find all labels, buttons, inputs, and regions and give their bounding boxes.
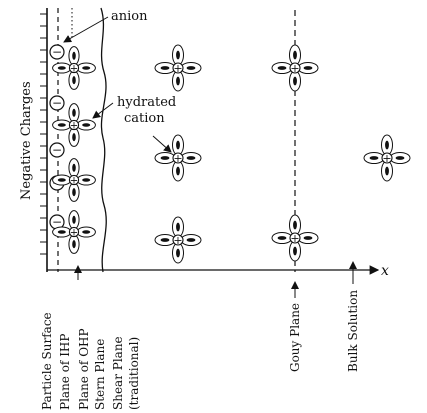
anion-pointer [63, 16, 109, 43]
hydrated-cation-label-line2: cation [124, 111, 165, 126]
cation-sign: + [382, 152, 391, 165]
cation-sign: + [70, 64, 78, 75]
anion-label: anion [111, 9, 148, 24]
stern-plane-label: Stern Plane [93, 339, 107, 410]
particle-surface-label: Particle Surface [40, 312, 54, 410]
bulk-solution-label: Bulk Solution [346, 290, 360, 372]
hydrated-cation: + [52, 103, 96, 147]
hydrated-cation-pointer-right [152, 135, 172, 153]
cation-sign: + [70, 176, 78, 187]
negative-charges-label: Negative Charges [19, 81, 34, 200]
hydrated-cation: + [271, 44, 319, 92]
cation-sign: + [173, 152, 182, 165]
shear-plane-curve [100, 7, 107, 273]
x-axis-label: x [381, 263, 389, 279]
plane-of-ohp-label: Plane of OHP [77, 328, 91, 410]
cation-sign: + [290, 232, 299, 245]
surface-tick-marks [40, 13, 47, 255]
hydrated-cation: + [52, 158, 96, 202]
anion-sign: − [52, 45, 62, 59]
cation-sign: + [290, 62, 299, 75]
hydrated-cation-label-line1: hydrated [117, 95, 176, 110]
shear-plane-sublabel: (traditional) [127, 337, 141, 410]
anion: − [49, 44, 65, 60]
cation-sign: + [173, 62, 182, 75]
anion-sign: − [52, 215, 62, 229]
hydrated-cation: + [52, 46, 96, 90]
anion: − [49, 95, 65, 111]
hydrated-cation-pointer-left [92, 102, 114, 119]
anion-sign: − [52, 143, 62, 157]
cation-sign: + [70, 228, 78, 239]
cation-sign: + [173, 234, 182, 247]
hydrated-cation-group: + + + + + + + + + + [52, 44, 411, 264]
gouy-plane-label: Gouy Plane [288, 303, 302, 372]
hydrated-cation: + [154, 44, 202, 92]
hydrated-cation: + [154, 134, 202, 182]
plane-of-ihp-label: Plane of IHP [58, 334, 72, 410]
cation-sign: + [70, 121, 78, 132]
hydrated-cation: + [363, 134, 411, 182]
shear-plane-label: Shear Plane [111, 336, 125, 410]
hydrated-cation: + [271, 214, 319, 262]
hydrated-cation: + [52, 210, 96, 254]
anion-sign: − [52, 96, 62, 110]
hydrated-cation: + [154, 216, 202, 264]
anion: − [49, 142, 65, 158]
